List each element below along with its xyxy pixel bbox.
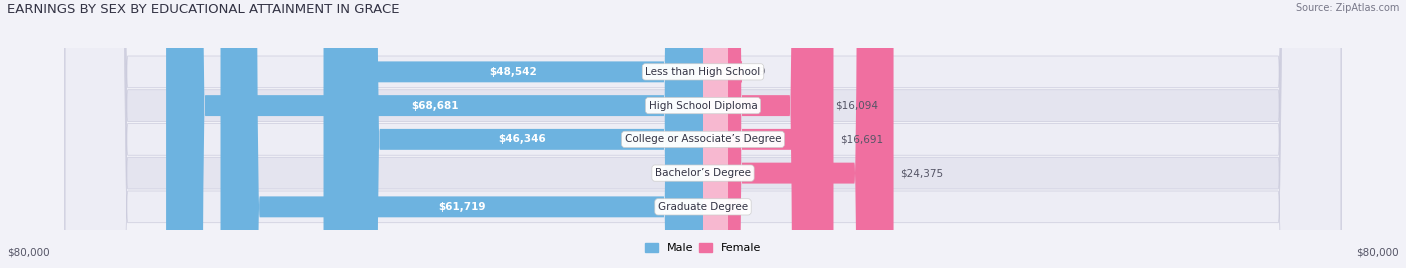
Text: $46,346: $46,346 <box>498 134 546 144</box>
FancyBboxPatch shape <box>323 0 703 268</box>
FancyBboxPatch shape <box>65 0 1341 268</box>
Text: Less than High School: Less than High School <box>645 67 761 77</box>
Text: $48,542: $48,542 <box>489 67 537 77</box>
Text: $24,375: $24,375 <box>900 168 943 178</box>
FancyBboxPatch shape <box>221 0 703 268</box>
FancyBboxPatch shape <box>703 0 894 268</box>
FancyBboxPatch shape <box>678 0 703 268</box>
FancyBboxPatch shape <box>703 0 828 268</box>
Text: $80,000: $80,000 <box>7 247 49 257</box>
FancyBboxPatch shape <box>65 0 1341 268</box>
FancyBboxPatch shape <box>65 0 1341 268</box>
FancyBboxPatch shape <box>340 0 703 268</box>
Text: Source: ZipAtlas.com: Source: ZipAtlas.com <box>1295 3 1399 13</box>
Text: High School Diploma: High School Diploma <box>648 100 758 111</box>
Text: $68,681: $68,681 <box>411 100 458 111</box>
Text: $80,000: $80,000 <box>1357 247 1399 257</box>
Text: $0: $0 <box>734 202 748 212</box>
FancyBboxPatch shape <box>703 0 728 268</box>
Legend: Male, Female: Male, Female <box>640 239 766 258</box>
FancyBboxPatch shape <box>166 0 703 268</box>
Text: EARNINGS BY SEX BY EDUCATIONAL ATTAINMENT IN GRACE: EARNINGS BY SEX BY EDUCATIONAL ATTAINMEN… <box>7 3 399 16</box>
FancyBboxPatch shape <box>703 0 834 268</box>
Text: $16,691: $16,691 <box>839 134 883 144</box>
Text: $16,094: $16,094 <box>835 100 879 111</box>
Text: College or Associate’s Degree: College or Associate’s Degree <box>624 134 782 144</box>
Text: $2,499: $2,499 <box>728 67 765 77</box>
Text: $0: $0 <box>658 168 672 178</box>
FancyBboxPatch shape <box>65 0 1341 268</box>
Text: Graduate Degree: Graduate Degree <box>658 202 748 212</box>
Text: $61,719: $61,719 <box>439 202 485 212</box>
FancyBboxPatch shape <box>65 0 1341 268</box>
Text: Bachelor’s Degree: Bachelor’s Degree <box>655 168 751 178</box>
FancyBboxPatch shape <box>683 0 742 268</box>
